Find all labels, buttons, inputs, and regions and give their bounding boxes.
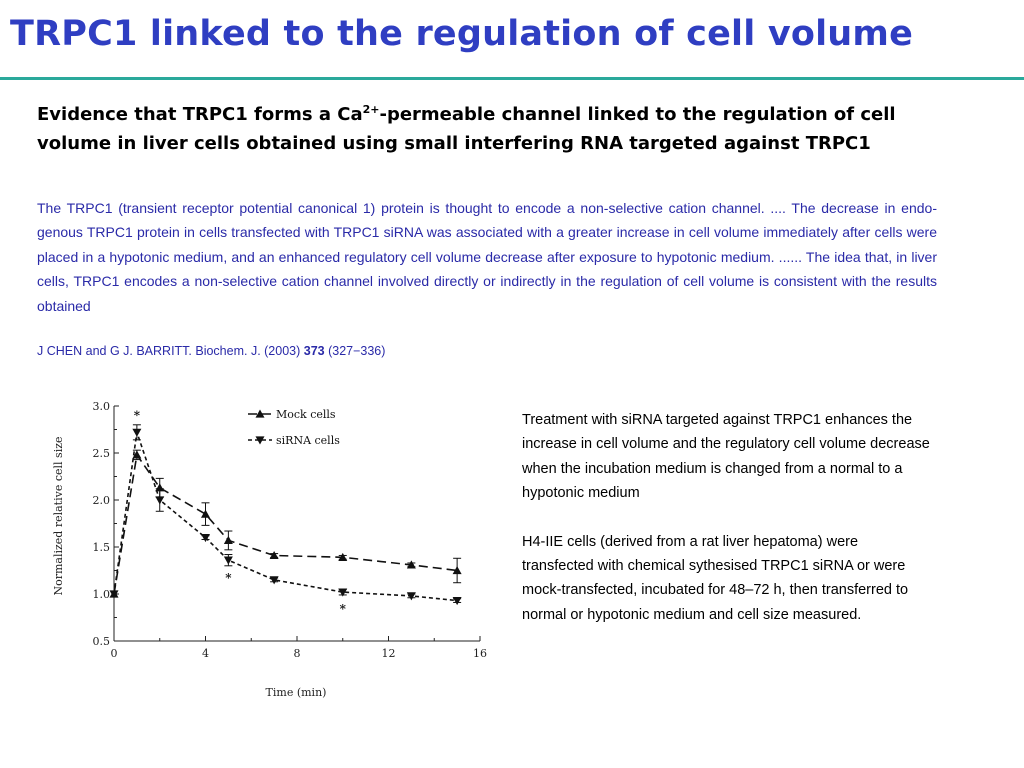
significance-marker: * — [134, 408, 141, 422]
heading-part-1: Evidence that TRPC1 forms a Ca — [37, 104, 363, 125]
x-tick-label: 16 — [473, 647, 487, 660]
citation-authors: J CHEN and G J. BARRITT. Biochem. J. (20… — [37, 344, 304, 358]
data-point — [452, 596, 462, 606]
data-point — [132, 450, 142, 459]
caption-paragraph-2: H4-IIE cells (derived from a rat liver h… — [522, 533, 909, 623]
paper-heading: Evidence that TRPC1 forms a Ca2+-permeab… — [37, 100, 947, 158]
y-tick-label: 2.0 — [93, 494, 111, 507]
y-tick-label: 2.5 — [93, 447, 111, 460]
legend-label: siRNA cells — [276, 434, 340, 447]
data-point — [223, 535, 233, 545]
series-1 — [109, 449, 462, 598]
data-point — [406, 560, 416, 569]
data-point — [201, 534, 210, 543]
figure-caption: Treatment with siRNA targeted against TR… — [522, 408, 932, 627]
series-line — [113, 432, 458, 602]
x-tick-label: 8 — [294, 647, 301, 660]
citation: J CHEN and G J. BARRITT. Biochem. J. (20… — [37, 344, 385, 358]
citation-volume: 373 — [303, 344, 325, 358]
x-tick-label: 12 — [382, 647, 396, 660]
data-point — [155, 483, 165, 492]
heading-part-2: -permeable channel linked to the regulat… — [37, 104, 896, 154]
caption-spacer — [522, 506, 932, 530]
data-point — [132, 428, 142, 437]
y-tick-label: 0.5 — [93, 635, 111, 648]
chart-legend: Mock cells siRNA cells — [248, 408, 340, 447]
caption-paragraph-1: Treatment with siRNA targeted against TR… — [522, 412, 930, 502]
abstract-text: The TRPC1 (transient receptor potential … — [37, 200, 937, 314]
chart-axes: 0.5 1.0 1.5 2.0 2.5 3.0 0 4 8 12 16 — [93, 400, 488, 660]
data-point — [223, 556, 233, 565]
significance-marker: * — [225, 571, 232, 585]
y-axis-label: Normalized relative cell size — [52, 436, 65, 595]
data-point — [109, 590, 119, 599]
data-point — [269, 550, 279, 560]
data-point — [269, 576, 279, 585]
significance-marker: * — [340, 602, 347, 616]
heading-superscript: 2+ — [362, 103, 380, 116]
slide-title: TRPC1 linked to the regulation of cell v… — [10, 14, 914, 54]
data-point — [406, 592, 416, 601]
x-axis-label: Time (min) — [266, 686, 327, 699]
cell-volume-figure: 0.5 1.0 1.5 2.0 2.5 3.0 0 4 8 12 16 * * * Mock cells… — [40, 392, 500, 717]
y-tick-label: 1.0 — [93, 588, 111, 601]
citation-pages: (327−336) — [324, 344, 386, 358]
y-tick-label: 1.5 — [93, 541, 111, 554]
legend-marker — [255, 436, 265, 445]
legend-marker — [255, 409, 265, 418]
series-2 — [109, 424, 462, 606]
chart-series: * * * — [109, 408, 462, 616]
x-tick-label: 4 — [202, 647, 209, 660]
x-tick-label: 0 — [111, 647, 118, 660]
legend-label: Mock cells — [276, 408, 336, 421]
series-line — [113, 452, 458, 595]
data-point — [155, 496, 165, 505]
data-point — [201, 509, 210, 518]
y-tick-label: 3.0 — [93, 400, 111, 413]
data-point — [338, 552, 348, 561]
cell-size-chart: 0.5 1.0 1.5 2.0 2.5 3.0 0 4 8 12 16 * * * Mock cells… — [52, 400, 488, 699]
title-divider — [0, 77, 1024, 80]
data-point — [338, 588, 348, 597]
data-point — [452, 566, 462, 575]
